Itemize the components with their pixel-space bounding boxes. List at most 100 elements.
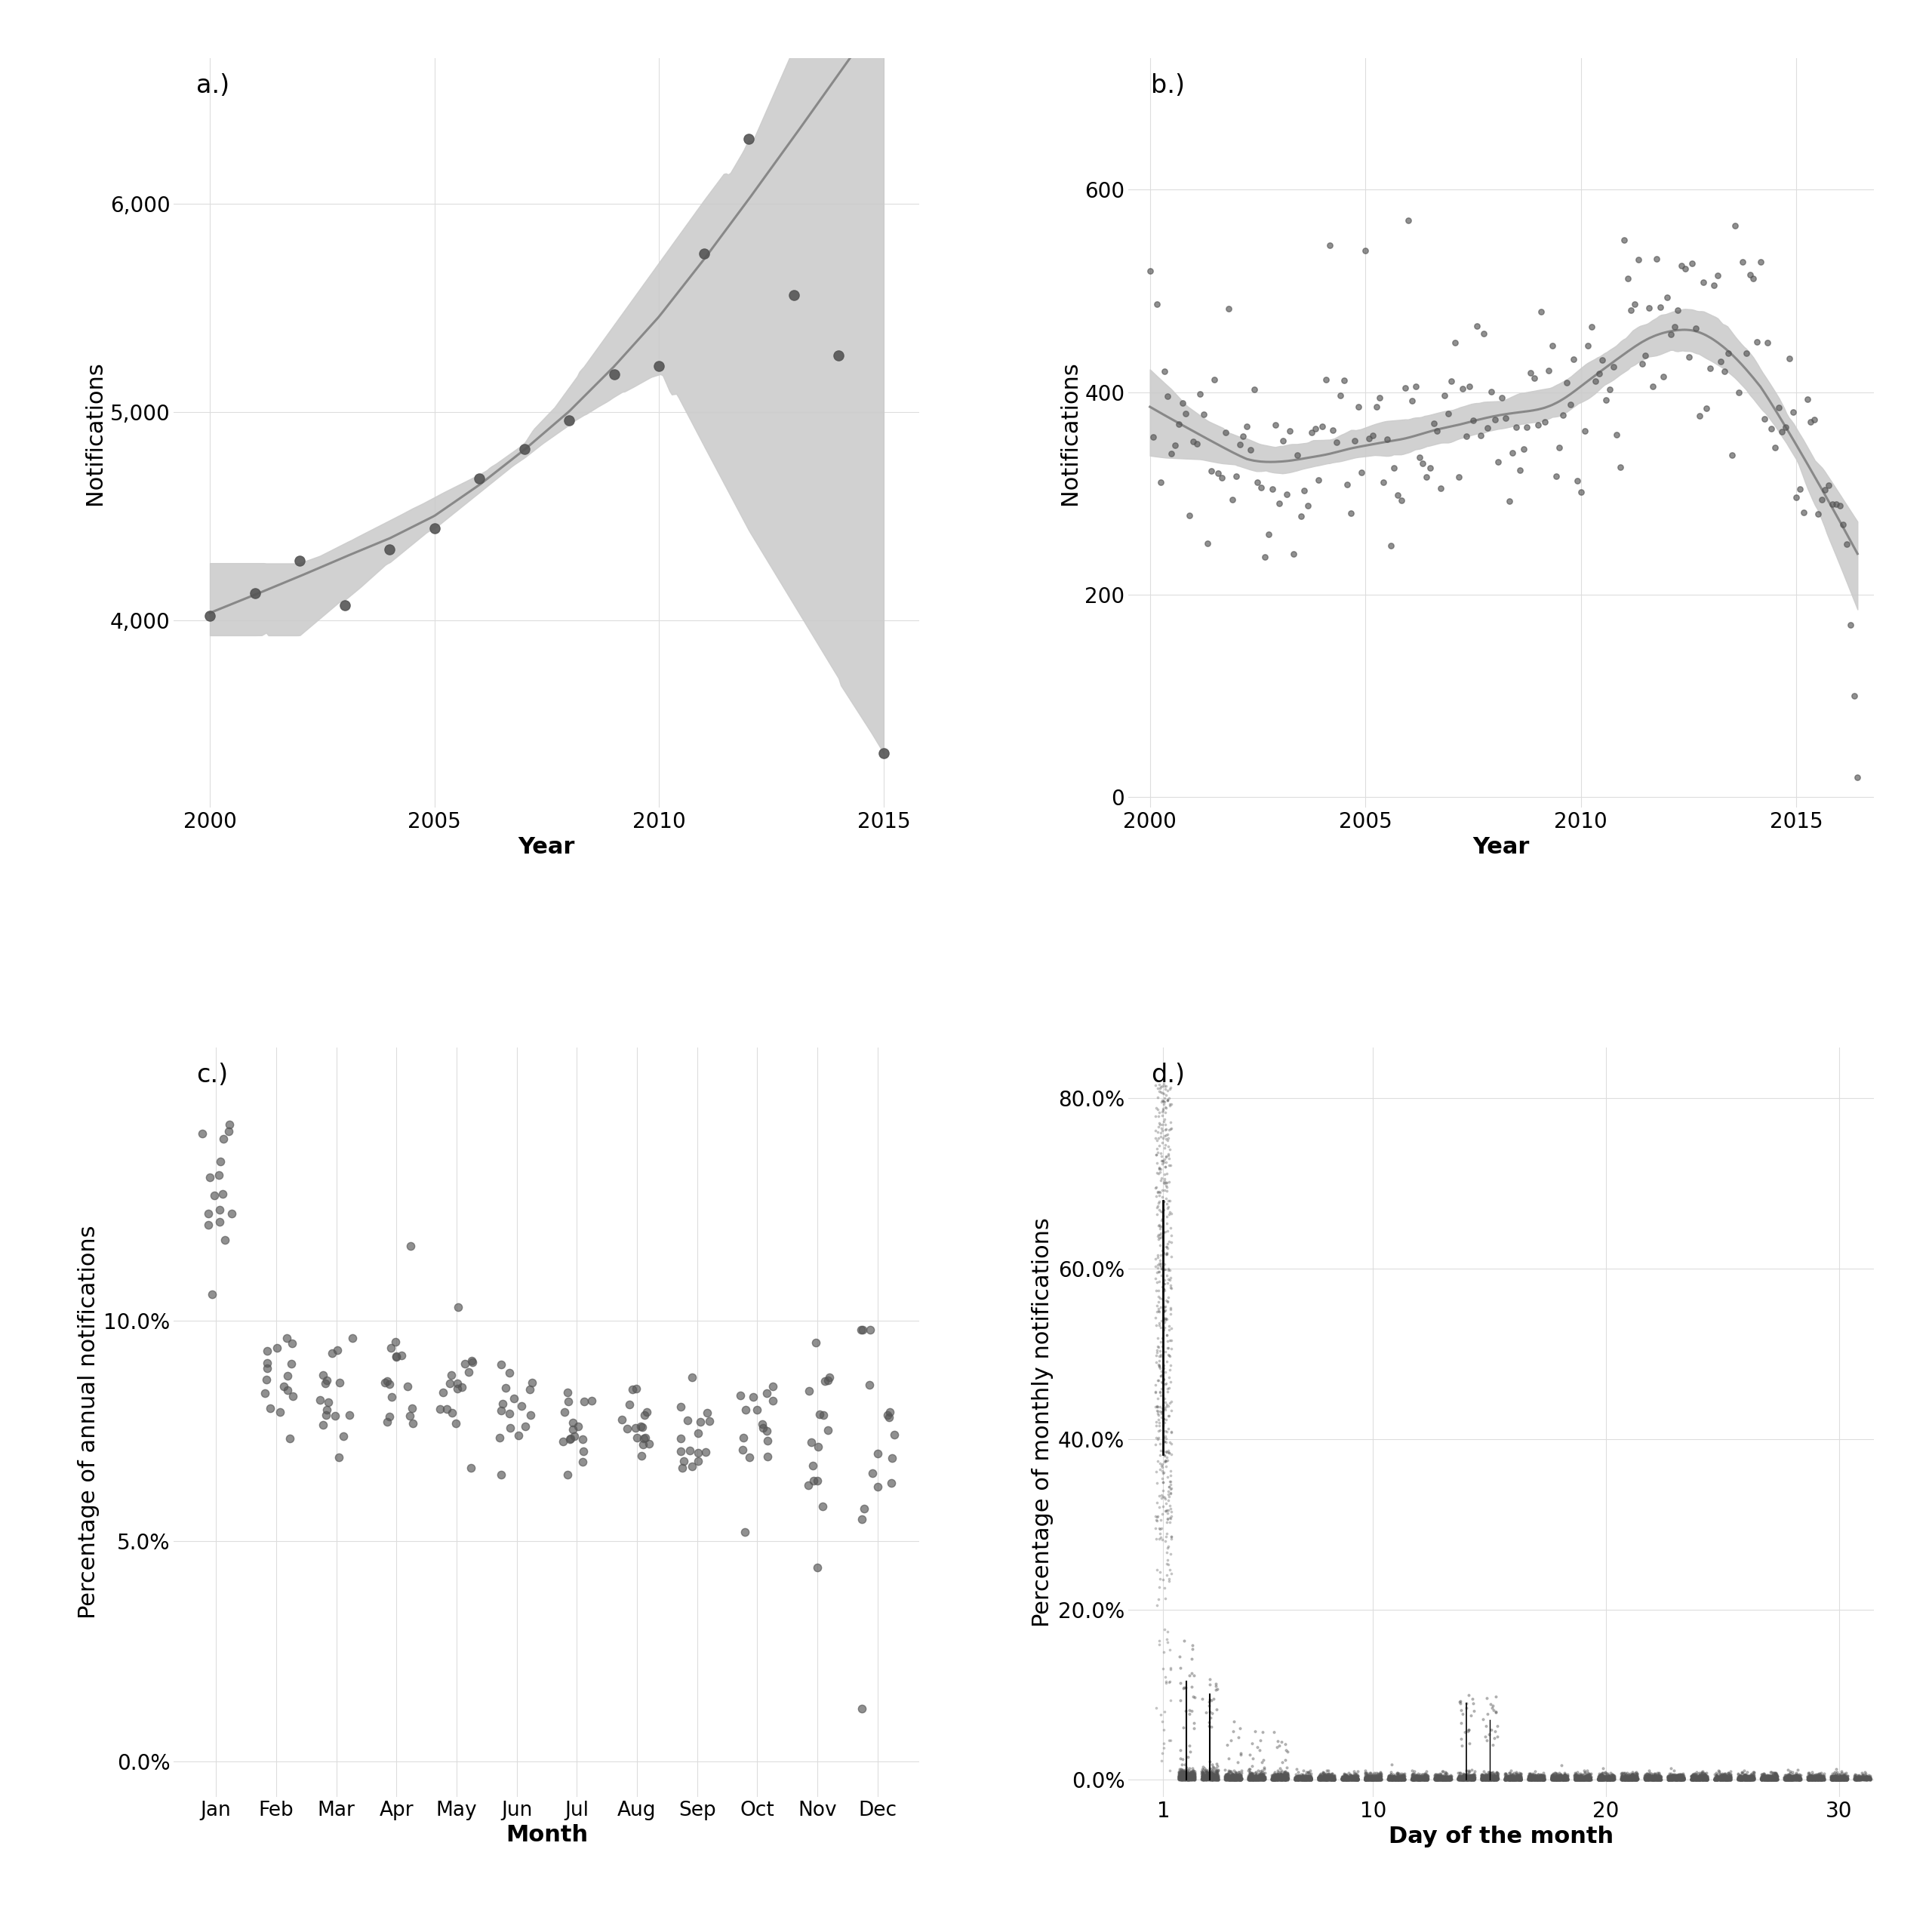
Point — [1381, 1764, 1412, 1795]
Point — [1708, 1764, 1739, 1795]
Point — [1727, 1764, 1758, 1795]
Point — [1354, 1764, 1385, 1795]
Point — [1240, 1762, 1271, 1793]
Point — [1397, 1764, 1428, 1795]
Point — [1287, 1762, 1318, 1793]
Point — [1830, 1764, 1861, 1795]
Point — [1617, 1764, 1648, 1795]
Point — [1410, 1762, 1441, 1793]
Point — [1387, 1762, 1418, 1793]
Point — [1752, 1764, 1783, 1795]
Point — [1451, 1762, 1482, 1793]
Point — [1633, 1764, 1663, 1795]
Point — [1198, 1758, 1229, 1789]
Point — [1422, 1762, 1453, 1793]
Point — [1515, 1758, 1546, 1789]
Point — [1563, 1764, 1594, 1795]
Point — [1169, 1758, 1200, 1789]
Point — [1403, 1760, 1434, 1791]
Point — [1631, 1764, 1662, 1795]
Point — [1631, 1764, 1662, 1795]
Point — [1609, 1762, 1640, 1793]
Point — [1428, 1756, 1459, 1787]
Point — [1235, 1762, 1265, 1793]
Point — [1739, 1764, 1770, 1795]
Point — [1308, 1764, 1339, 1795]
Point — [1194, 1760, 1225, 1791]
Point — [1175, 1764, 1206, 1795]
Point — [1443, 1764, 1474, 1795]
Point — [1335, 1764, 1366, 1795]
Point — [1260, 1764, 1291, 1795]
Point — [1687, 1764, 1718, 1795]
Point — [1754, 1762, 1785, 1793]
Point — [1824, 1764, 1855, 1795]
Point — [1476, 1756, 1507, 1787]
Point — [1449, 1762, 1480, 1793]
Point — [1799, 1764, 1830, 1795]
Point — [1683, 1762, 1714, 1793]
Point — [1196, 1762, 1227, 1793]
Point — [1559, 1764, 1590, 1795]
Point — [1267, 1762, 1298, 1793]
Point — [1339, 1764, 1370, 1795]
Point — [1806, 1762, 1837, 1793]
Point — [1795, 1758, 1826, 1789]
Point — [1264, 1762, 1294, 1793]
Point — [1225, 1764, 1256, 1795]
Point — [1575, 1762, 1605, 1793]
Point — [1304, 1760, 1335, 1791]
Point — [1244, 1762, 1275, 1793]
Point — [1619, 1764, 1650, 1795]
Point — [1546, 1760, 1577, 1791]
Point — [1364, 1764, 1395, 1795]
Point — [1828, 1762, 1859, 1793]
Point — [1748, 1764, 1779, 1795]
Point — [1548, 1764, 1578, 1795]
Point — [1360, 1764, 1391, 1795]
Point — [1341, 1762, 1372, 1793]
Point — [1542, 1764, 1573, 1795]
Point — [1774, 1764, 1804, 1795]
Point — [1434, 1762, 1464, 1793]
Point — [1335, 1764, 1366, 1795]
Point — [1378, 1764, 1408, 1795]
Point — [1747, 1764, 1777, 1795]
Point — [1665, 1764, 1696, 1795]
Point — [1262, 1764, 1293, 1795]
Point — [1503, 1760, 1534, 1791]
Point — [1748, 1762, 1779, 1793]
Point — [1822, 1764, 1853, 1795]
Point — [1849, 1762, 1880, 1793]
Point — [1522, 1762, 1553, 1793]
Point — [1774, 1762, 1804, 1793]
Point — [1565, 1762, 1596, 1793]
Point — [1424, 1764, 1455, 1795]
Point — [1221, 1760, 1252, 1791]
Point — [1640, 1764, 1671, 1795]
Point — [1354, 1764, 1385, 1795]
Point — [1470, 1764, 1501, 1795]
Point — [1756, 1762, 1787, 1793]
Point — [1816, 1760, 1847, 1791]
Point — [1621, 1762, 1652, 1793]
Point — [1379, 1762, 1410, 1793]
Point — [1638, 1764, 1669, 1795]
Point — [1658, 1762, 1689, 1793]
Point — [1542, 1764, 1573, 1795]
Point — [1310, 1762, 1341, 1793]
Point — [1459, 1762, 1490, 1793]
Point — [1177, 1762, 1208, 1793]
Point — [1283, 1762, 1314, 1793]
Point — [1343, 1764, 1374, 1795]
Point — [1385, 1760, 1416, 1791]
Point — [1459, 1760, 1490, 1791]
Point — [1405, 1760, 1435, 1791]
Point — [1548, 1764, 1578, 1795]
Point — [1515, 1760, 1546, 1791]
Point — [1434, 1764, 1464, 1795]
Point — [1401, 1764, 1432, 1795]
Point — [1727, 1762, 1758, 1793]
Point — [1513, 1762, 1544, 1793]
Point — [1374, 1764, 1405, 1795]
